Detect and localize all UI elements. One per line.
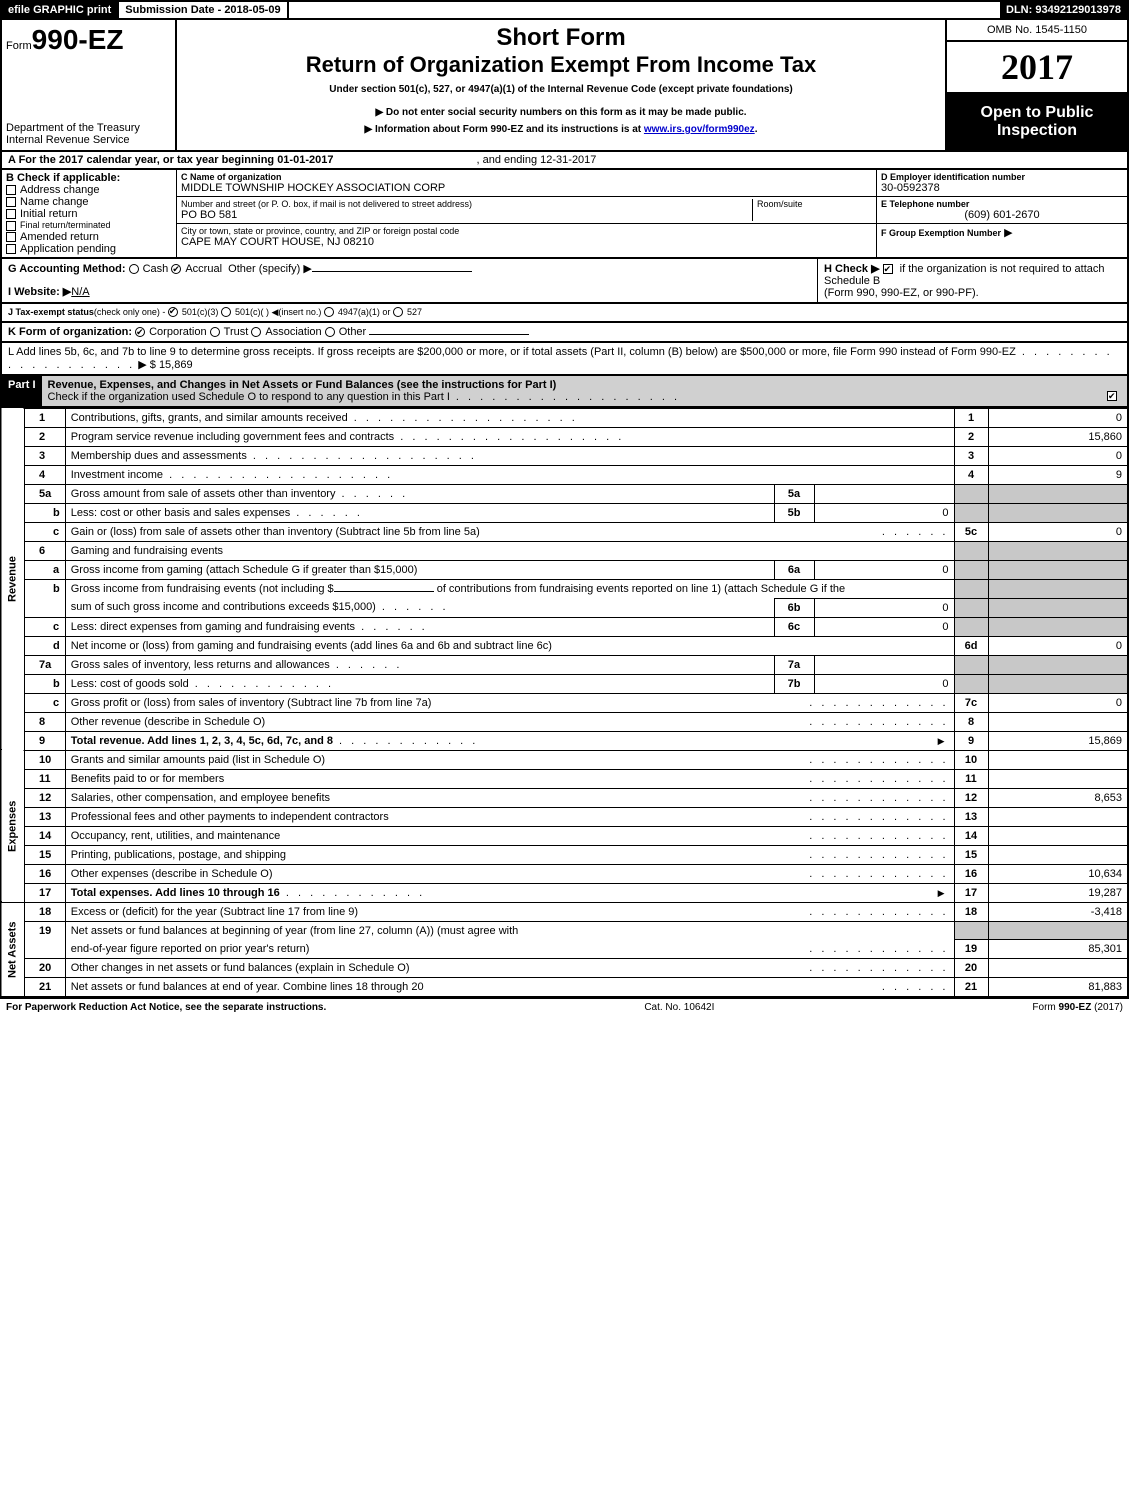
line-21: 21 Net assets or fund balances at end of… <box>1 978 1128 998</box>
city-state-zip: CAPE MAY COURT HOUSE, NJ 08210 <box>181 236 872 248</box>
efile-badge: efile GRAPHIC print <box>2 2 119 18</box>
line-6b-1: b Gross income from fundraising events (… <box>1 579 1128 598</box>
initial-return-check[interactable] <box>6 209 16 219</box>
accrual-radio[interactable] <box>171 264 181 274</box>
line-19a: 19 Net assets or fund balances at beginn… <box>1 921 1128 940</box>
trust-radio[interactable] <box>210 327 220 337</box>
identity-grid: B Check if applicable: Address change Na… <box>0 170 1129 259</box>
col-d-identifiers: D Employer identification number 30-0592… <box>877 170 1127 257</box>
addr-change-check[interactable] <box>6 185 16 195</box>
schedule-o-check[interactable] <box>1107 391 1117 401</box>
form-version: Form 990-EZ (2017) <box>1032 1002 1123 1013</box>
return-title: Return of Organization Exempt From Incom… <box>181 52 941 78</box>
submission-date: Submission Date - 2018-05-09 <box>119 2 288 18</box>
line-12: 12 Salaries, other compensation, and emp… <box>1 788 1128 807</box>
amended-check[interactable] <box>6 232 16 242</box>
org-name: MIDDLE TOWNSHIP HOCKEY ASSOCIATION CORP <box>181 182 872 194</box>
line-6d: d Net income or (loss) from gaming and f… <box>1 636 1128 655</box>
website-value: N/A <box>71 286 89 298</box>
line-5a: 5a Gross amount from sale of assets othe… <box>1 484 1128 503</box>
line-4: 4 Investment income 4 9 <box>1 465 1128 484</box>
app-pending-check[interactable] <box>6 244 16 254</box>
form-header: Form990-EZ Department of the Treasury In… <box>0 20 1129 152</box>
line-14: 14 Occupancy, rent, utilities, and maint… <box>1 826 1128 845</box>
line-13: 13 Professional fees and other payments … <box>1 807 1128 826</box>
subtitle-2: ▶ Do not enter social security numbers o… <box>181 107 941 118</box>
line-5c: c Gain or (loss) from sale of assets oth… <box>1 522 1128 541</box>
row-a: A For the 2017 calendar year, or tax yea… <box>0 152 1129 170</box>
part1-table: Revenue 1 Contributions, gifts, grants, … <box>0 408 1129 999</box>
dln: DLN: 93492129013978 <box>1000 2 1127 18</box>
gross-receipts: ▶ $ 15,869 <box>138 359 192 371</box>
netassets-side-label: Net Assets <box>1 902 25 997</box>
line-10: Expenses 10 Grants and similar amounts p… <box>1 750 1128 769</box>
527-radio[interactable] <box>393 307 403 317</box>
row-j: J Tax-exempt status(check only one) - 50… <box>0 304 1129 323</box>
cash-radio[interactable] <box>129 264 139 274</box>
ein: 30-0592378 <box>881 182 1123 194</box>
line-6a: a Gross income from gaming (attach Sched… <box>1 560 1128 579</box>
4947-radio[interactable] <box>324 307 334 317</box>
line-17: 17 Total expenses. Add lines 10 through … <box>1 883 1128 902</box>
line-3: 3 Membership dues and assessments 3 0 <box>1 446 1128 465</box>
line-7c: c Gross profit or (loss) from sales of i… <box>1 693 1128 712</box>
line-16: 16 Other expenses (describe in Schedule … <box>1 864 1128 883</box>
line-20: 20 Other changes in net assets or fund b… <box>1 959 1128 978</box>
corp-radio[interactable] <box>135 327 145 337</box>
page-footer: For Paperwork Reduction Act Notice, see … <box>0 998 1129 1016</box>
form-number: Form990-EZ <box>6 24 171 56</box>
row-gh: G Accounting Method: Cash Accrual Other … <box>0 259 1129 304</box>
catalog-number: Cat. No. 10642I <box>644 1002 714 1013</box>
phone-number: (609) 601-2670 <box>881 209 1123 221</box>
501c3-radio[interactable] <box>168 307 178 317</box>
row-k: K Form of organization: Corporation Trus… <box>0 323 1129 343</box>
line-7a: 7a Gross sales of inventory, less return… <box>1 655 1128 674</box>
name-change-check[interactable] <box>6 197 16 207</box>
line-18: Net Assets 18 Excess or (deficit) for th… <box>1 902 1128 921</box>
instructions-link[interactable]: www.irs.gov/form990ez <box>644 124 755 135</box>
assoc-radio[interactable] <box>251 327 261 337</box>
subtitle-1: Under section 501(c), 527, or 4947(a)(1)… <box>181 84 941 95</box>
line-6c: c Less: direct expenses from gaming and … <box>1 617 1128 636</box>
line-6b-2: sum of such gross income and contributio… <box>1 598 1128 617</box>
omb-number: OMB No. 1545-1150 <box>947 20 1127 42</box>
street-address: PO BO 581 <box>181 209 752 221</box>
paperwork-notice: For Paperwork Reduction Act Notice, see … <box>6 1002 326 1013</box>
final-return-check[interactable] <box>6 221 16 231</box>
line-5b: b Less: cost or other basis and sales ex… <box>1 503 1128 522</box>
room-suite-label: Room/suite <box>752 199 872 221</box>
other-org-input[interactable] <box>369 334 529 335</box>
schedule-b-check[interactable] <box>883 264 893 274</box>
line-15: 15 Printing, publications, postage, and … <box>1 845 1128 864</box>
other-method-input[interactable] <box>312 271 472 272</box>
other-org-radio[interactable] <box>325 327 335 337</box>
line-6: 6 Gaming and fundraising events <box>1 541 1128 560</box>
line-11: 11 Benefits paid to or for members 11 <box>1 769 1128 788</box>
expenses-side-label: Expenses <box>1 750 25 902</box>
revenue-side-label: Revenue <box>1 408 25 750</box>
dept-label: Department of the Treasury <box>6 122 171 134</box>
501c-radio[interactable] <box>221 307 231 317</box>
open-to-public: Open to Public Inspection <box>947 94 1127 150</box>
subtitle-3: ▶ Information about Form 990-EZ and its … <box>181 124 941 135</box>
part-1-header: Part I Revenue, Expenses, and Changes in… <box>0 376 1129 408</box>
col-c-org: C Name of organization MIDDLE TOWNSHIP H… <box>177 170 877 257</box>
line-8: 8 Other revenue (describe in Schedule O)… <box>1 712 1128 731</box>
tax-year: 2017 <box>947 42 1127 94</box>
topbar: efile GRAPHIC print Submission Date - 20… <box>0 0 1129 20</box>
line-9: 9 Total revenue. Add lines 1, 2, 3, 4, 5… <box>1 731 1128 750</box>
irs-label: Internal Revenue Service <box>6 134 171 146</box>
fundraising-amount-input[interactable] <box>334 591 434 592</box>
line-19b: end-of-year figure reported on prior yea… <box>1 940 1128 959</box>
line-1: Revenue 1 Contributions, gifts, grants, … <box>1 408 1128 427</box>
short-form-title: Short Form <box>181 24 941 52</box>
line-7b: b Less: cost of goods sold 7b 0 <box>1 674 1128 693</box>
col-b-checkboxes: B Check if applicable: Address change Na… <box>2 170 177 257</box>
row-l: L Add lines 5b, 6c, and 7b to line 9 to … <box>0 343 1129 376</box>
line-2: 2 Program service revenue including gove… <box>1 427 1128 446</box>
